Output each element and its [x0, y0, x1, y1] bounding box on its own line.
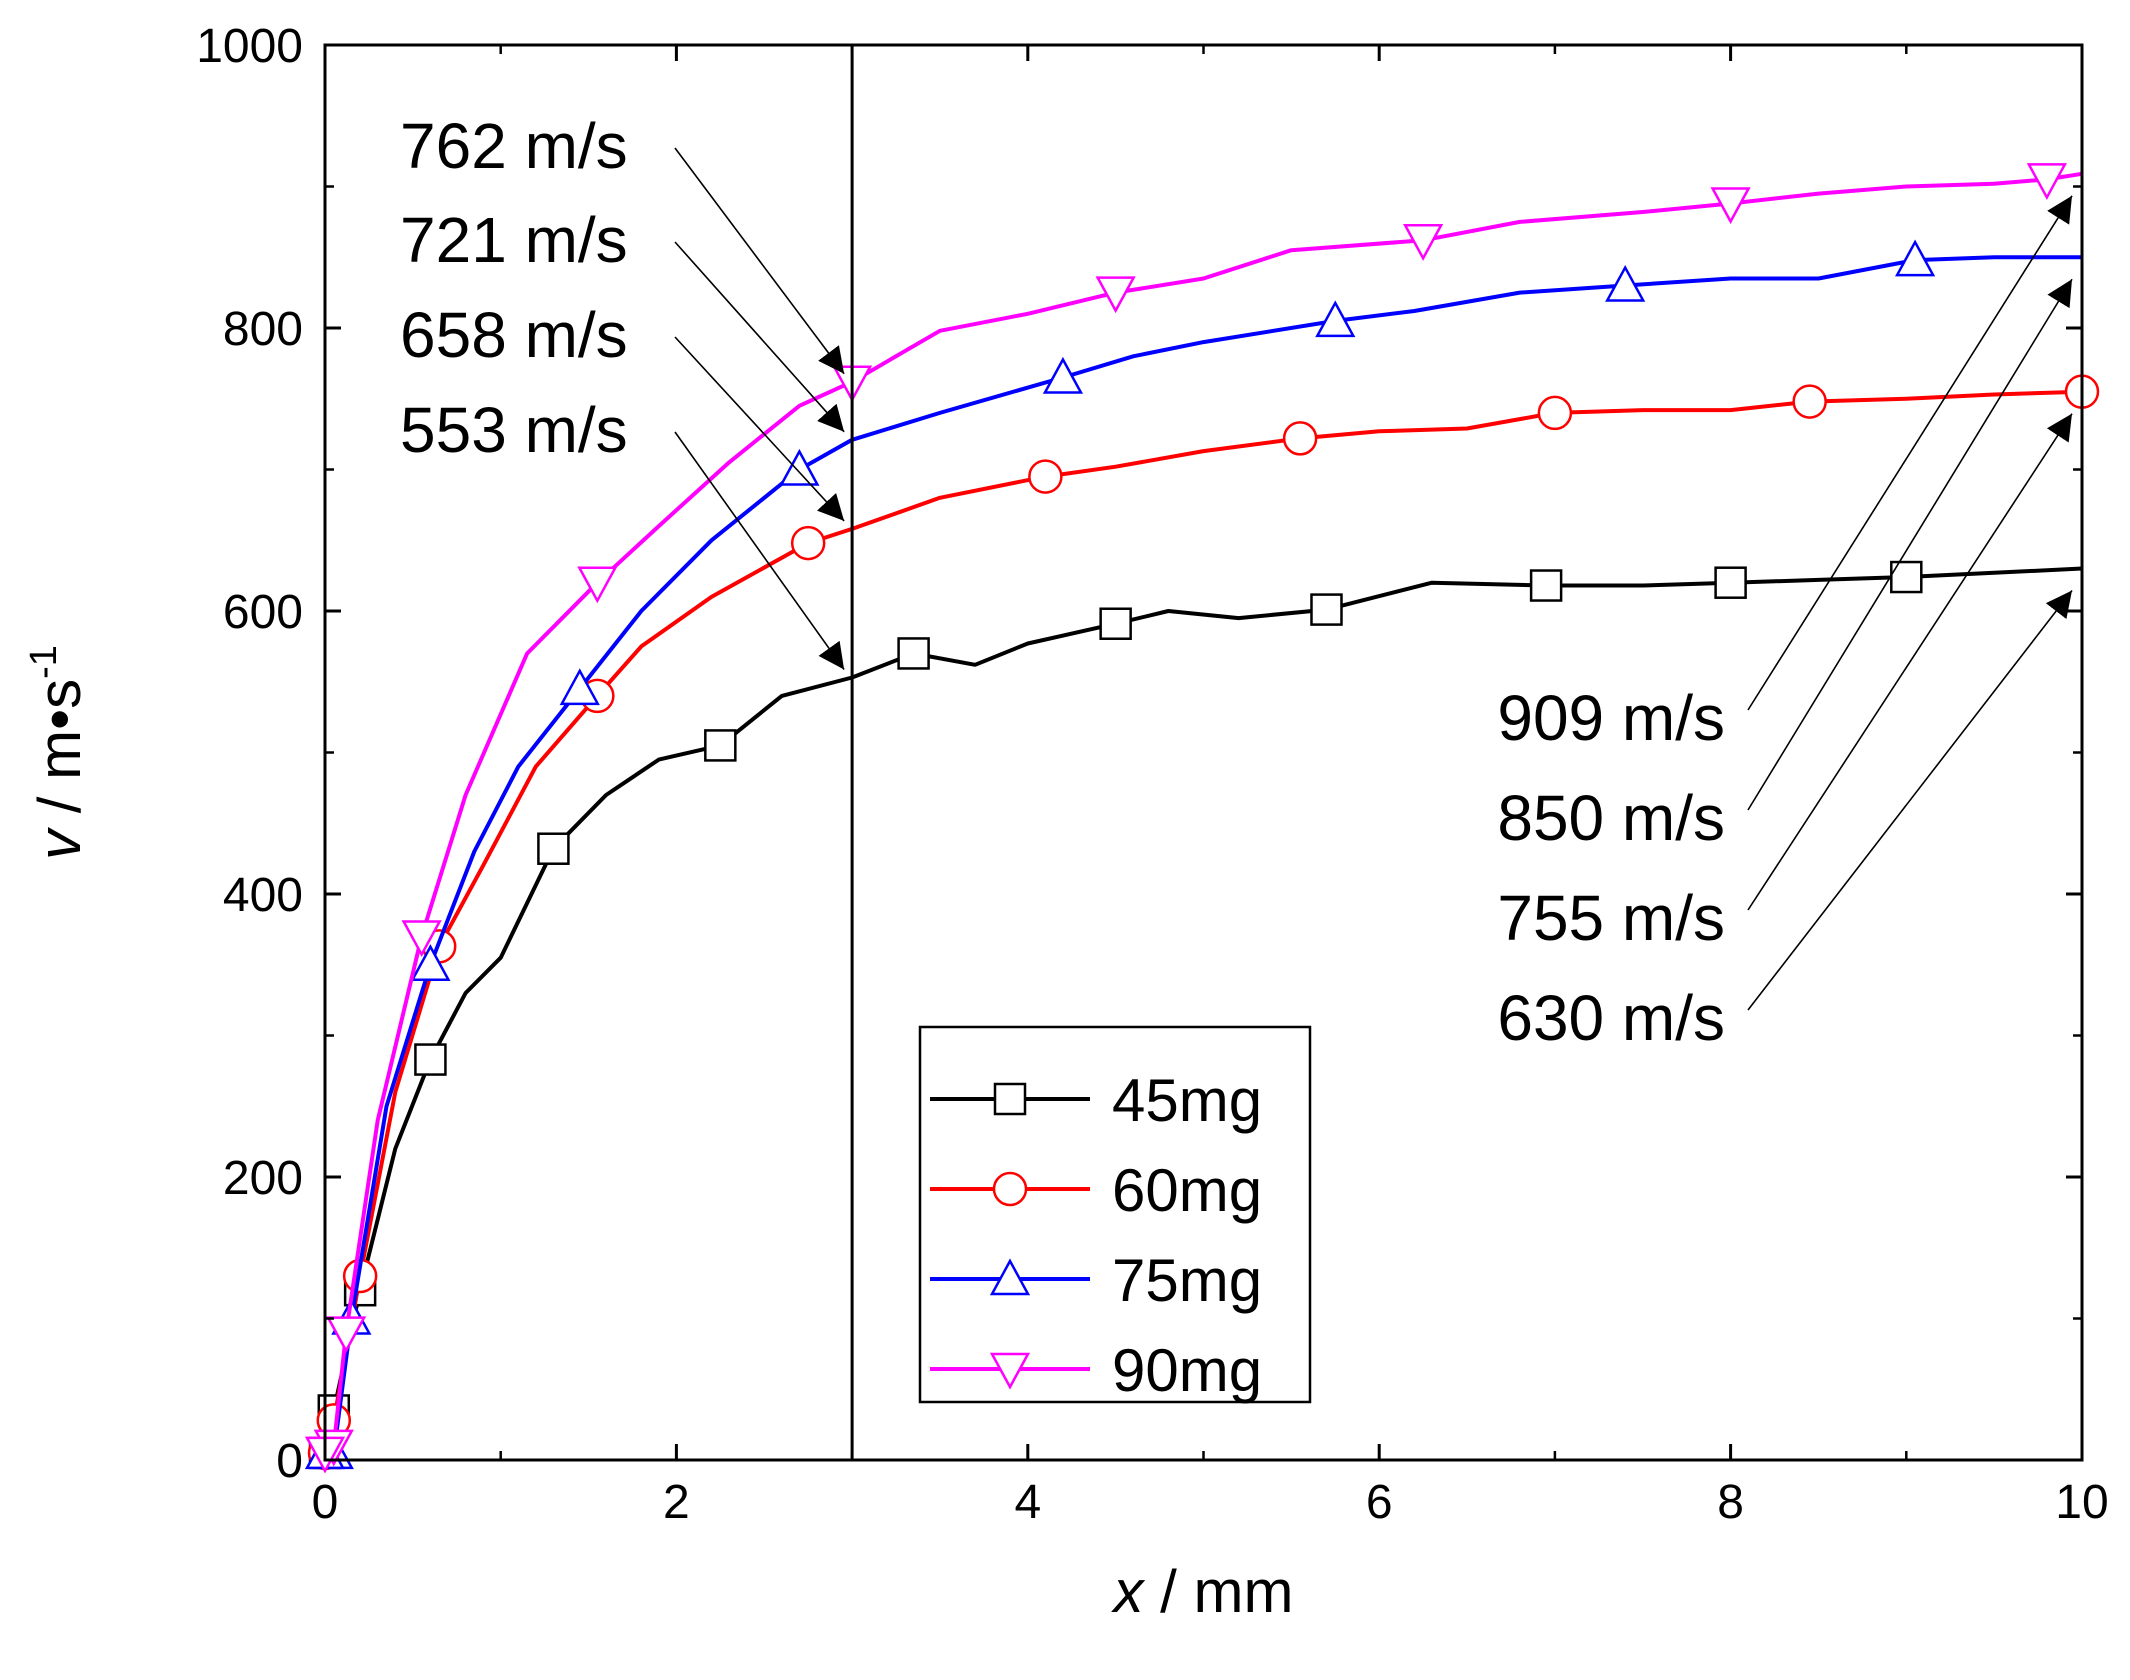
annotation-left-60mg: 658 m/s — [400, 299, 845, 522]
x-tick-label: 6 — [1366, 1476, 1393, 1529]
annotation-right-60mg: 755 m/s — [1497, 413, 2073, 954]
annotation-label: 909 m/s — [1497, 682, 1725, 754]
data-point-60mg-7 — [1537, 395, 1573, 431]
data-point-45mg-7 — [1310, 593, 1343, 626]
data-point-75mg-8 — [1894, 239, 1936, 277]
annotation-arrow — [1747, 278, 2073, 811]
annotation-left-45mg: 553 m/s — [400, 394, 845, 670]
data-point-45mg-2 — [414, 1043, 447, 1076]
y-tick-label: 600 — [223, 586, 303, 639]
y-tick-label: 1000 — [196, 20, 303, 73]
data-point-90mg-7 — [1710, 187, 1751, 225]
legend-label: 60mg — [1112, 1157, 1262, 1224]
annotation-left-75mg: 721 m/s — [400, 204, 845, 433]
x-tick-label: 2 — [663, 1476, 690, 1529]
data-point-60mg-5 — [1028, 459, 1063, 494]
annotation-left-90mg: 762 m/s — [400, 110, 845, 375]
data-point-45mg-8 — [1529, 569, 1563, 602]
data-point-75mg-7 — [1605, 264, 1646, 302]
data-point-90mg-5 — [1095, 276, 1136, 314]
legend-entry-90mg: 90mg — [930, 1337, 1262, 1404]
legend-marker — [989, 1352, 1031, 1390]
legend-label: 90mg — [1112, 1337, 1262, 1404]
legend-entry-75mg: 75mg — [930, 1247, 1262, 1314]
series-line-90mg — [323, 171, 2083, 1462]
x-axis-title: x / mm — [1111, 1558, 1294, 1625]
data-point-60mg-4 — [790, 525, 826, 561]
y-tick-label: 200 — [223, 1152, 303, 1205]
legend-entry-45mg: 45mg — [930, 1067, 1262, 1134]
legend-box — [918, 1025, 1312, 1404]
x-axis-title-unit: / mm — [1144, 1558, 1294, 1625]
y-axis-title: v / m•s-1 — [23, 645, 93, 860]
data-point-45mg-6 — [1099, 607, 1132, 640]
y-tick-label: 400 — [223, 869, 303, 922]
data-point-90mg-6 — [1403, 224, 1444, 261]
legend-entry-60mg: 60mg — [930, 1157, 1262, 1224]
data-point-90mg-2 — [401, 920, 442, 958]
legend: 45mg 60mg 75mg 90mg — [918, 1025, 1312, 1404]
annotation-label: 630 m/s — [1497, 982, 1725, 1054]
y-tick-label: 800 — [223, 303, 303, 356]
annotation-label: 850 m/s — [1497, 782, 1725, 854]
x-tick-label: 0 — [312, 1476, 339, 1529]
x-axis-title-var: x — [1111, 1558, 1146, 1625]
x-tick-label: 10 — [2055, 1476, 2108, 1529]
y-axis-title-var: v — [26, 827, 93, 860]
data-point-75mg-2 — [410, 944, 451, 981]
data-point-45mg-4 — [704, 729, 737, 762]
data-point-60mg-6 — [1282, 421, 1318, 456]
series-90mg — [304, 163, 2083, 1474]
y-tick-label: 0 — [276, 1435, 303, 1488]
data-point-90mg-1 — [325, 1316, 367, 1354]
annotation-label: 755 m/s — [1497, 882, 1725, 954]
legend-marker — [993, 1082, 1027, 1116]
x-tick-label: 8 — [1717, 1476, 1744, 1529]
data-point-75mg-5 — [1042, 356, 1084, 394]
data-point-45mg-5 — [897, 637, 930, 670]
data-point-75mg-4 — [779, 448, 820, 486]
axes-layer: 0 2 4 6 8 10 0 200 400 600 800 1000 x / mm v / m•s-1 — [23, 20, 2109, 1625]
annotation-arrow — [674, 241, 845, 433]
data-point-45mg-9 — [1714, 566, 1747, 599]
legend-marker — [992, 1171, 1028, 1207]
annotation-right-90mg: 909 m/s — [1497, 195, 2073, 754]
data-point-60mg-8 — [1792, 384, 1827, 419]
annotation-arrow — [674, 336, 845, 522]
series-45mg — [308, 560, 2083, 1470]
annotation-label: 721 m/s — [400, 204, 628, 276]
annotation-arrow — [1747, 413, 2073, 911]
data-point-75mg-3 — [559, 668, 600, 706]
legend-marker — [989, 1258, 1031, 1296]
annotation-label: 658 m/s — [400, 299, 628, 371]
data-point-90mg-3 — [577, 566, 618, 604]
y-axis-title-unit: / m•s — [26, 679, 93, 830]
series-line-45mg — [323, 566, 2083, 1461]
annotation-layer: 762 m/s 721 m/s 658 m/s 553 m/s 909 m/s 850 m… — [400, 110, 2073, 1054]
data-point-45mg-3 — [537, 832, 570, 865]
annotation-label: 553 m/s — [400, 394, 628, 466]
series-layer — [304, 163, 2100, 1474]
legend-label: 75mg — [1112, 1247, 1262, 1314]
annotation-arrow — [674, 431, 845, 670]
annotation-arrow — [1747, 195, 2073, 711]
y-axis-title-sup: -1 — [23, 645, 65, 679]
annotation-label: 762 m/s — [400, 110, 628, 182]
annotation-arrow — [1747, 590, 2073, 1011]
data-point-75mg-6 — [1315, 300, 1356, 338]
data-point-90mg-8 — [2026, 163, 2067, 201]
annotation-arrow — [674, 147, 845, 375]
annotation-right-75mg: 850 m/s — [1497, 278, 2073, 854]
x-tick-label: 4 — [1014, 1476, 1041, 1529]
legend-label: 45mg — [1112, 1067, 1262, 1134]
annotation-right-45mg: 630 m/s — [1497, 590, 2073, 1054]
